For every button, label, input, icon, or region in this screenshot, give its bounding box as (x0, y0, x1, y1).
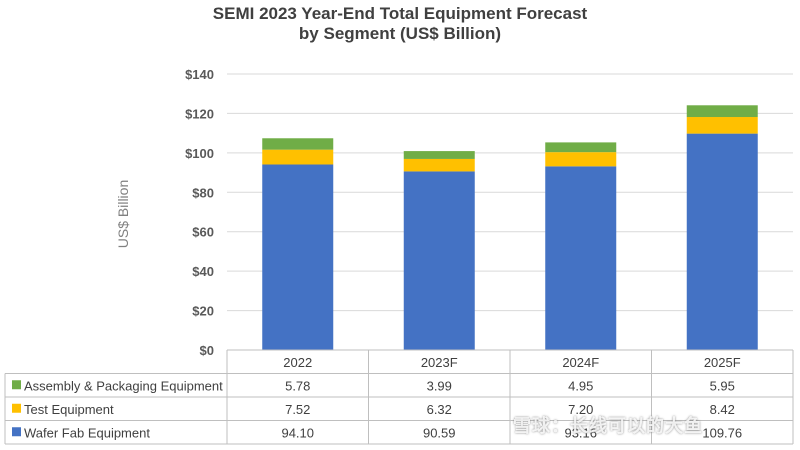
bar-segment (545, 152, 617, 167)
data-label: 5.95 (710, 378, 735, 393)
y-tick-label: $0 (200, 343, 214, 358)
x-category-label: 2024F (562, 355, 599, 370)
y-tick-label: $40 (192, 264, 214, 279)
data-label: 3.99 (427, 378, 452, 393)
bar-segment (262, 138, 334, 150)
bar-segment (545, 166, 617, 350)
y-axis-label: US$ Billion (115, 180, 131, 248)
y-tick-label: $140 (185, 67, 214, 82)
y-tick-label: $20 (192, 304, 214, 319)
data-label: 4.95 (568, 378, 593, 393)
legend-label: Assembly & Packaging Equipment (24, 378, 223, 393)
legend-swatch (12, 427, 21, 437)
data-label: 109.76 (702, 425, 742, 440)
bar-segment (403, 158, 475, 172)
x-category-label: 2022 (283, 355, 312, 370)
bar-segment (262, 164, 334, 350)
y-tick-label: $120 (185, 106, 214, 121)
legend-swatch (12, 403, 21, 413)
data-label: 5.78 (285, 378, 310, 393)
chart-title-line1: SEMI 2023 Year-End Total Equipment Forec… (212, 4, 588, 23)
data-label: 8.42 (710, 402, 735, 417)
x-category-label: 2023F (421, 355, 458, 370)
y-tick-label: $60 (192, 225, 214, 240)
legend-swatch (12, 380, 21, 390)
y-tick-label: $80 (192, 185, 214, 200)
bar-segment (686, 117, 758, 134)
bar-segment (403, 151, 475, 159)
data-label: 94.10 (281, 425, 314, 440)
y-tick-label: $100 (185, 146, 214, 161)
bar-segment (262, 149, 334, 165)
legend-label: Wafer Fab Equipment (24, 425, 150, 440)
data-label: 7.52 (285, 402, 310, 417)
bar-segment (686, 105, 758, 118)
bar-segment (545, 142, 617, 153)
chart-title-line2: by Segment (US$ Billion) (298, 24, 502, 43)
data-label: 93.16 (564, 425, 597, 440)
data-label: 6.32 (427, 402, 452, 417)
bar-segment (403, 171, 475, 350)
legend-label: Test Equipment (24, 402, 114, 417)
data-label: 90.59 (423, 425, 456, 440)
x-category-label: 2025F (704, 355, 741, 370)
data-label: 7.20 (568, 402, 593, 417)
bar-segment (686, 133, 758, 350)
